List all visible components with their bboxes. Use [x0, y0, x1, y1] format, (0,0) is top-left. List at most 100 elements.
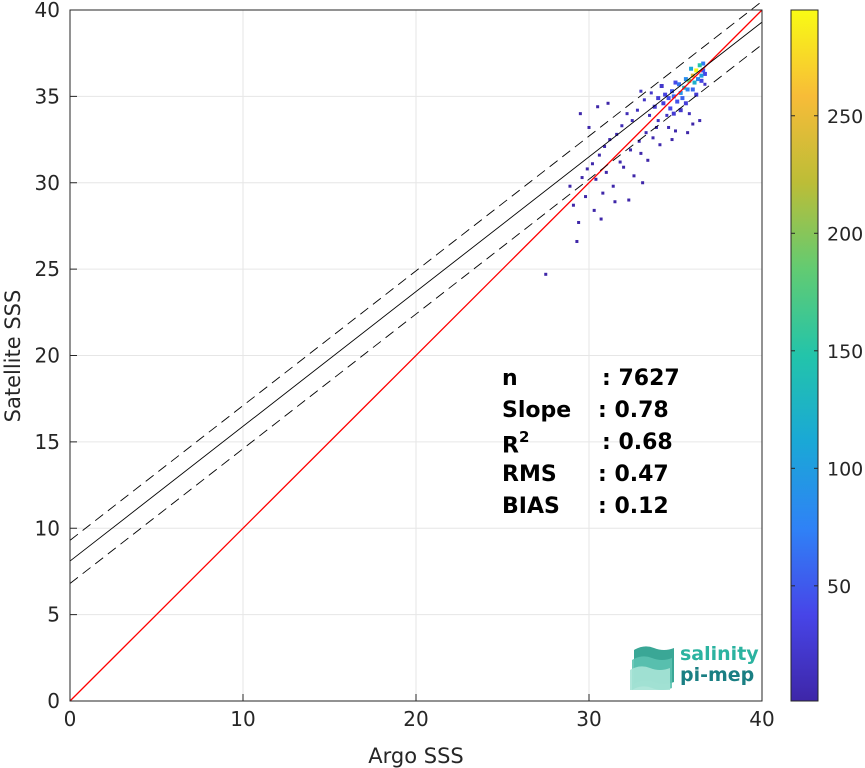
colorbar-tick-label: 100 — [827, 458, 863, 480]
data-point — [603, 144, 607, 148]
data-point — [622, 165, 626, 169]
data-point — [701, 68, 706, 73]
heatmap-points — [544, 61, 707, 276]
y-tick-label: 40 — [35, 0, 60, 22]
colorbar-tick-label: 250 — [827, 106, 863, 128]
data-point — [606, 101, 610, 105]
stat-key-superscript: 2 — [518, 428, 530, 446]
data-point — [686, 131, 690, 135]
data-point — [654, 125, 658, 129]
data-point — [703, 82, 707, 86]
data-point — [577, 220, 581, 224]
x-tick-label: 20 — [403, 707, 428, 731]
colorbar-ticks: 50 100 150 200 250 — [791, 106, 863, 598]
data-point — [608, 138, 612, 142]
data-point — [666, 96, 671, 101]
data-point — [584, 195, 588, 199]
stat-key: n — [502, 366, 518, 391]
data-point — [687, 78, 692, 83]
stat-key: Slope — [502, 398, 572, 423]
data-point — [630, 119, 634, 123]
data-point — [587, 125, 591, 129]
logo-line-1: salinity — [680, 643, 759, 665]
data-point — [592, 208, 596, 212]
salinity-pi-mep-logo: salinity pi-mep — [630, 642, 760, 692]
stat-key: R2 — [502, 428, 530, 459]
data-point — [615, 132, 619, 136]
regression-lines — [69, 1, 763, 702]
data-point — [680, 96, 685, 101]
stat-value: : 0.78 — [598, 398, 669, 423]
data-point — [691, 122, 695, 126]
data-point — [678, 90, 683, 95]
x-tick-label: 0 — [64, 707, 77, 731]
data-point — [648, 113, 652, 117]
data-point — [578, 112, 582, 116]
line-fit- — [69, 44, 763, 584]
logo-waves-icon — [630, 646, 674, 690]
data-point — [671, 111, 676, 116]
stat-value: : 0.12 — [598, 494, 669, 519]
data-point — [580, 176, 584, 180]
logo-text: salinity pi-mep — [680, 644, 759, 686]
data-point — [663, 92, 668, 97]
data-point — [642, 98, 646, 102]
data-point — [701, 61, 706, 66]
x-tick-label: 10 — [230, 707, 255, 731]
data-point — [670, 89, 675, 94]
data-point — [668, 106, 673, 111]
data-point — [673, 80, 678, 85]
data-point — [667, 125, 671, 129]
data-point — [544, 272, 548, 276]
data-point — [685, 87, 690, 92]
colorbar-tick-label: 200 — [827, 223, 863, 245]
data-point — [694, 68, 699, 73]
data-point — [644, 131, 648, 135]
data-point — [620, 124, 624, 128]
data-point — [629, 148, 633, 152]
y-tick-label: 10 — [35, 516, 60, 540]
data-point — [656, 119, 660, 123]
data-point — [675, 99, 680, 104]
data-point — [676, 82, 681, 87]
data-point — [613, 200, 617, 204]
data-point — [689, 66, 694, 71]
data-point — [699, 78, 704, 83]
x-tick-label: 40 — [749, 707, 774, 731]
data-point — [594, 177, 598, 181]
data-point — [687, 112, 691, 116]
data-point — [637, 139, 641, 143]
x-axis-ticks: 0 10 20 30 40 — [64, 694, 775, 731]
data-point — [599, 217, 603, 221]
line-fit+ — [69, 1, 763, 541]
data-point — [702, 71, 707, 76]
data-point — [661, 101, 666, 106]
stat-value: : 7627 — [602, 366, 680, 391]
x-axis-title: Argo SSS — [368, 744, 463, 768]
colorbar-gradient — [790, 9, 819, 702]
data-point — [671, 94, 676, 99]
y-tick-label: 30 — [35, 171, 60, 195]
data-point — [652, 104, 657, 109]
data-point — [697, 63, 702, 68]
data-point — [683, 77, 688, 82]
line-fit — [69, 21, 763, 562]
y-tick-label: 35 — [35, 84, 60, 108]
data-point — [601, 191, 605, 195]
y-tick-label: 25 — [35, 257, 60, 281]
stat-value: : 0.47 — [598, 462, 669, 487]
data-point — [627, 198, 631, 202]
y-axis-ticks: 0 5 10 15 20 25 30 35 40 — [35, 0, 77, 713]
logo-line-2: pi-mep — [680, 664, 755, 686]
data-point — [695, 77, 700, 82]
data-point — [632, 174, 636, 178]
data-point — [571, 203, 575, 207]
data-point — [590, 162, 594, 166]
data-point — [651, 136, 655, 140]
data-point — [699, 73, 704, 78]
y-tick-label: 0 — [47, 689, 60, 713]
colorbar-tick-label: 150 — [827, 341, 863, 363]
data-point — [639, 89, 643, 93]
line-1:1 — [69, 9, 763, 702]
